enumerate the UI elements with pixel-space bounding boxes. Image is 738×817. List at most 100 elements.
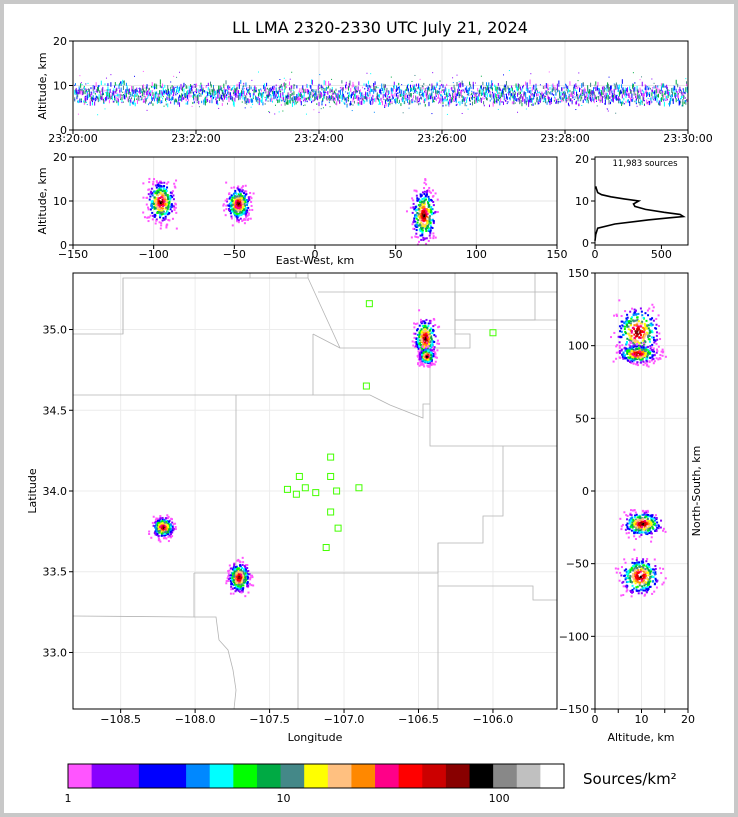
- p4-source: [434, 352, 437, 355]
- p1-source: [272, 91, 274, 96]
- p1-source: [103, 100, 105, 103]
- p1-source: [77, 113, 79, 115]
- p1-source: [158, 93, 160, 98]
- p1-ytick-label: 0: [60, 124, 67, 137]
- p4-source: [227, 578, 230, 581]
- p1-source: [675, 98, 677, 103]
- p1-source: [114, 95, 116, 99]
- p1-source: [314, 96, 316, 98]
- p1-source: [119, 89, 121, 93]
- p1-source: [385, 102, 387, 107]
- p1-source: [268, 93, 270, 97]
- p1-source: [532, 103, 534, 106]
- p1-source: [622, 87, 624, 91]
- p1-source: [635, 99, 637, 103]
- p2-source: [242, 192, 245, 195]
- p1-source: [311, 79, 313, 85]
- p1-source: [608, 99, 610, 105]
- p2-source: [246, 214, 249, 217]
- p1-source: [122, 94, 124, 96]
- p1-source: [291, 97, 293, 101]
- p1-source: [565, 96, 566, 101]
- p1-source: [490, 94, 492, 98]
- p2-source: [167, 198, 170, 201]
- p1-source: [274, 91, 276, 95]
- p1-source: [554, 97, 556, 101]
- p2-source: [428, 228, 431, 231]
- p1-source: [74, 89, 76, 92]
- p1-source: [667, 89, 669, 91]
- p1-source: [619, 100, 621, 104]
- p2-source: [170, 206, 173, 209]
- p1-source: [207, 82, 209, 87]
- p1-source: [673, 90, 675, 94]
- p2-source: [423, 200, 426, 203]
- p1-source: [364, 87, 366, 90]
- p1-source: [674, 94, 676, 99]
- p1-source: [198, 100, 200, 105]
- p1-source: [646, 102, 648, 104]
- p2-source: [238, 195, 241, 198]
- p1-source: [200, 93, 202, 97]
- p2-source: [159, 203, 162, 206]
- p1-source: [267, 90, 269, 95]
- p1-source: [573, 91, 575, 94]
- p1-source: [308, 90, 310, 93]
- p2-source: [245, 214, 248, 217]
- p1-source: [198, 89, 200, 92]
- p1-source: [170, 93, 172, 95]
- p1-source: [443, 89, 445, 93]
- p4-source: [240, 571, 243, 574]
- p4-state-county-border: [72, 573, 195, 618]
- p2-source: [425, 193, 428, 196]
- p4-station-marker: [327, 453, 335, 461]
- p1-source: [332, 95, 334, 101]
- p1-source: [486, 88, 488, 93]
- p1-source: [568, 104, 570, 107]
- p2-source: [426, 213, 429, 216]
- p1-source: [97, 97, 99, 103]
- p1-source: [338, 94, 340, 97]
- p1-source: [145, 91, 147, 96]
- p1-source: [590, 82, 592, 88]
- p1-source: [171, 89, 173, 93]
- p1-source: [632, 87, 634, 92]
- p2-source: [427, 197, 430, 200]
- p4-source: [417, 350, 420, 353]
- p1-source: [173, 87, 175, 92]
- p4-source: [238, 587, 241, 590]
- p1-source: [641, 103, 643, 105]
- p1-source: [113, 100, 115, 102]
- p1-source: [224, 87, 226, 92]
- p4-source: [226, 577, 229, 580]
- p1-source: [452, 77, 454, 79]
- p1-source: [343, 95, 345, 100]
- p2-source: [409, 206, 412, 209]
- p2-source: [175, 179, 178, 182]
- p2-source: [238, 188, 241, 191]
- p2-source: [237, 196, 240, 199]
- p4-source: [424, 338, 427, 341]
- p1-source: [327, 86, 329, 90]
- p1-source: [472, 81, 474, 85]
- p1-source: [398, 86, 400, 89]
- p1-source: [162, 92, 164, 96]
- p4-source: [172, 527, 175, 530]
- p1-source: [441, 94, 443, 97]
- p2-source: [158, 188, 161, 191]
- p1-source: [666, 84, 668, 89]
- p1-source: [577, 94, 579, 98]
- p1-source: [334, 90, 336, 94]
- p1-source: [439, 80, 441, 82]
- p1-source: [459, 92, 461, 96]
- p1-source: [450, 87, 452, 90]
- p1-source: [525, 108, 527, 110]
- p1-source: [475, 100, 477, 104]
- p2-source: [428, 205, 431, 208]
- p1-source: [389, 101, 391, 106]
- p1-source: [192, 95, 194, 98]
- p1-source: [216, 89, 218, 95]
- p1-source: [87, 82, 89, 85]
- p2-source: [238, 190, 241, 193]
- p1-source: [303, 97, 305, 99]
